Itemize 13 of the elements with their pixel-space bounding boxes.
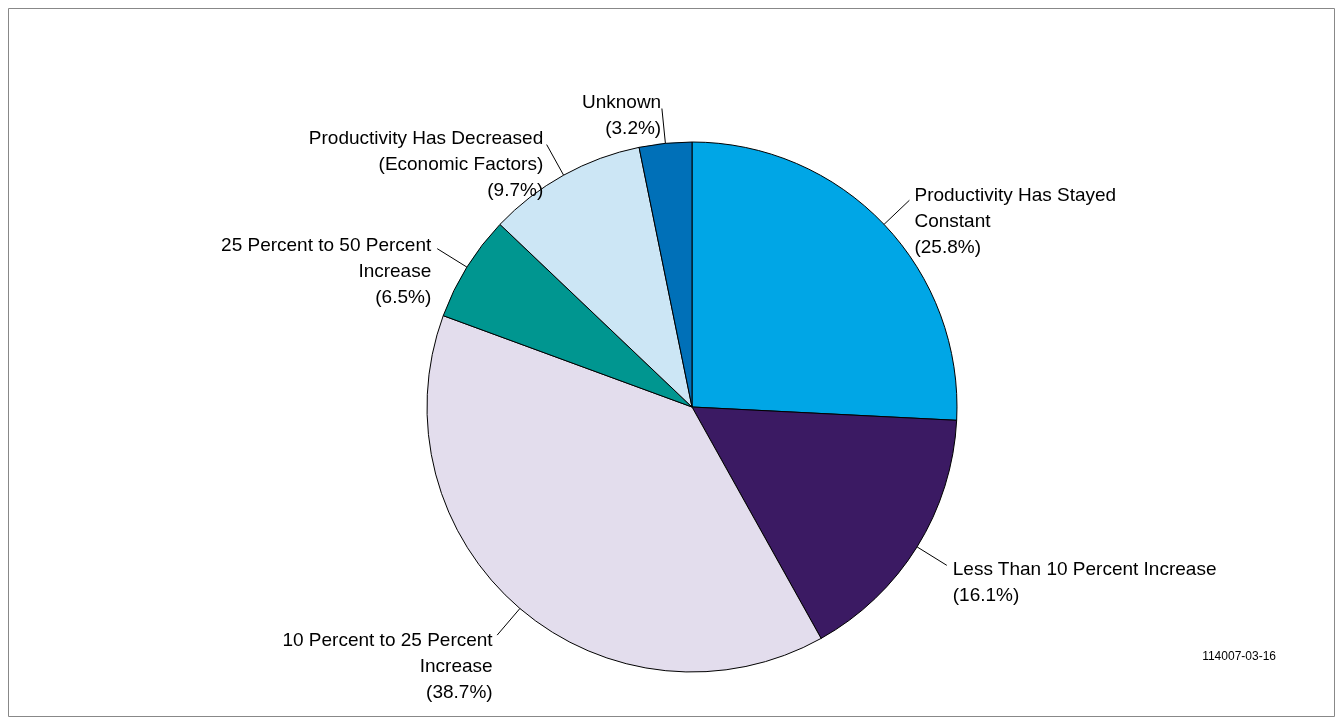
text: 114007-03-16 — [1202, 649, 1277, 663]
data-label: (16.1%) — [952, 584, 1020, 606]
data-label: (38.7%) — [426, 681, 493, 703]
data-label: (9.7%) — [487, 179, 544, 201]
slice-label: 10 Percent to 25 Percent Increase — [282, 629, 494, 677]
data-label: (6.5%) — [375, 285, 432, 307]
data-label: (25.8%) — [914, 236, 981, 258]
slice-label: Unknown — [581, 90, 662, 112]
slice-label: Productivity Has Stayed Constant — [914, 184, 1117, 232]
slice-label: 25 Percent to 50 Percent Increase — [221, 233, 432, 281]
slice-label: Productivity Has Decreased (Economic Factors) — [308, 127, 544, 175]
data-label: (3.2%) — [605, 116, 662, 138]
slice-label: Less Than 10 Percent Increase — [952, 558, 1217, 580]
